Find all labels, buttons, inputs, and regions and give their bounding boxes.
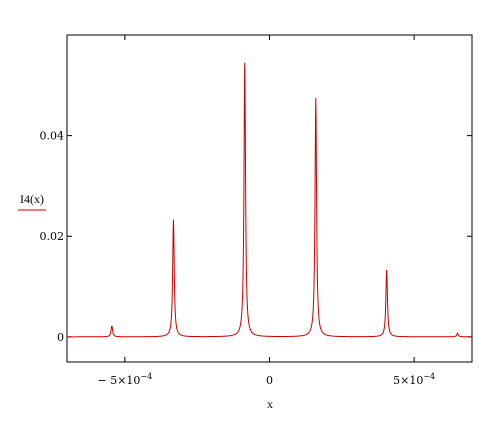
x-tick-label: 5×10−4 (393, 372, 435, 387)
series-line (67, 62, 472, 338)
x-tick-label: 0 (266, 374, 273, 387)
y-tick-label: 0 (57, 331, 64, 344)
x-tick-exponent: −4 (140, 372, 152, 381)
y-axis-label: I4(x) (20, 192, 44, 206)
tick-group: − 5×10−4 0 5×10−4 0 0.02 0.04 (40, 35, 472, 387)
y-tick-label: 0.04 (40, 130, 65, 143)
x-tick-exponent: −4 (423, 372, 435, 381)
x-axis-label: x (267, 397, 273, 411)
plot-frame (66, 34, 473, 363)
x-tick-label: − 5×10−4 (97, 372, 152, 387)
y-tick-label: 0.02 (40, 230, 65, 243)
